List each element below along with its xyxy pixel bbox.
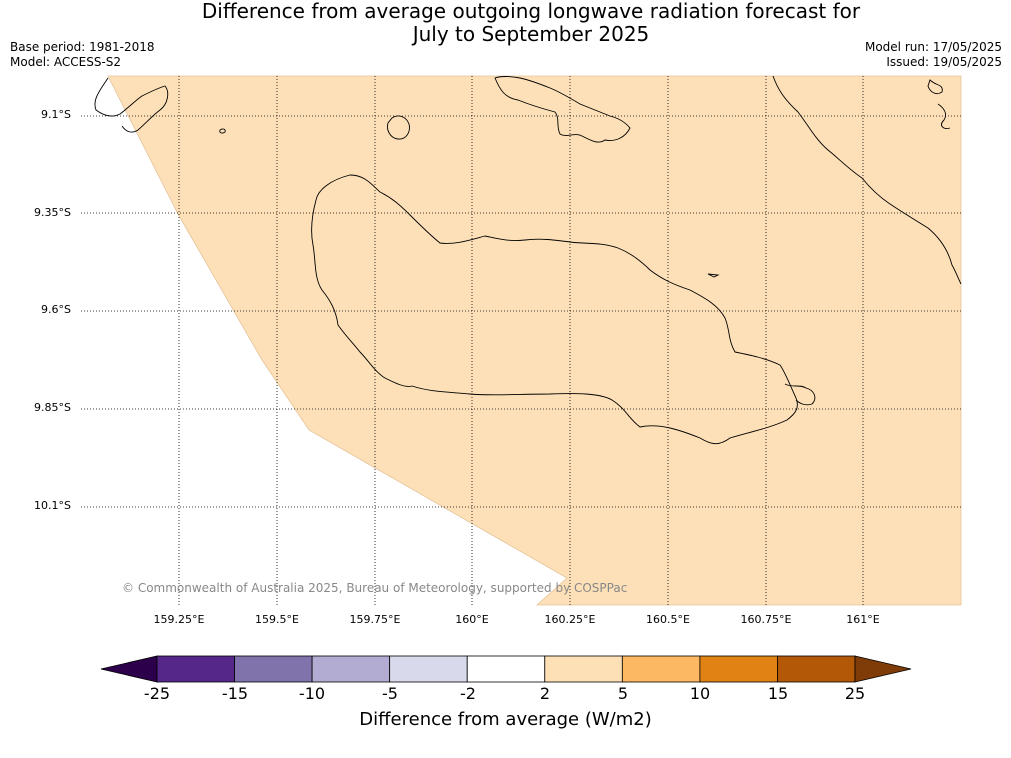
lon-label: 160.75°E: [740, 613, 792, 626]
colorbar-title: Difference from average (W/m2): [359, 709, 652, 730]
colorbar-tick-label: -25: [143, 684, 171, 703]
meta-left: Base period: 1981-2018 Model: ACCESS-S2: [10, 40, 155, 70]
small-islet-coastline: [707, 273, 720, 278]
colorbar-tick-label: 10: [689, 684, 711, 703]
colorbar-segment: [156, 655, 235, 683]
lat-label: 9.1°S: [41, 108, 71, 121]
model-text: Model: ACCESS-S2: [10, 55, 122, 69]
title-line-1: Difference from average outgoing longwav…: [201, 0, 861, 23]
colorbar-tick-label: 15: [767, 684, 789, 703]
colorbar-extend-high: [854, 655, 912, 683]
colorbar-tick-label: -10: [298, 684, 326, 703]
colorbar-segment: [621, 655, 701, 683]
colorbar-segment: [311, 655, 391, 683]
lat-label: 9.85°S: [34, 401, 71, 414]
marau-sound-coastline: [784, 383, 816, 406]
colorbar-segment: [544, 655, 623, 683]
guadalcanal-coastline: [311, 174, 798, 445]
colorbar-segment: [777, 655, 856, 683]
lat-label: 9.35°S: [34, 206, 71, 219]
lon-label: 159.75°E: [349, 613, 401, 626]
colorbar-tick-label: -2: [460, 684, 476, 703]
colorbar-tick-label: 5: [617, 684, 629, 703]
florida-islands-coastline: [494, 76, 631, 143]
model-run-text: Model run: 17/05/2025: [864, 40, 1002, 54]
colorbar: [100, 655, 912, 683]
north-east-island-coastline: [937, 103, 951, 129]
title-line-2: July to September 2025: [412, 22, 650, 46]
lon-label: 160.25°E: [544, 613, 596, 626]
coastlines: [94, 75, 962, 445]
lon-label: 161°E: [846, 613, 880, 626]
colorbar-segment: [234, 655, 313, 683]
map-title: Difference from average outgoing longwav…: [0, 0, 1011, 46]
north-east-island-coastline: [927, 79, 943, 95]
colorbar-segment: [466, 655, 546, 683]
colorbar-tick-label: -15: [221, 684, 249, 703]
colorbar-segment: [389, 655, 468, 683]
copyright-text: © Commonwealth of Australia 2025, Bureau…: [122, 581, 628, 595]
base-period-text: Base period: 1981-2018: [10, 40, 155, 54]
lon-label: 159.5°E: [255, 613, 299, 626]
lat-label: 10.1°S: [34, 499, 71, 512]
issued-text: Issued: 19/05/2025: [886, 55, 1002, 69]
lon-label: 160°E: [455, 613, 489, 626]
colorbar-tick-label: 25: [844, 684, 866, 703]
savo-island-coastline: [387, 115, 410, 140]
forecast-region: [107, 75, 962, 606]
colorbar-segment: [699, 655, 778, 683]
russell-islands-coastline: [94, 77, 169, 133]
graticule: [81, 76, 961, 605]
lon-label: 159.25°E: [153, 613, 205, 626]
lon-label: 160.5°E: [646, 613, 690, 626]
colorbar-extend-low: [100, 655, 158, 683]
malaita-coastline: [772, 75, 962, 285]
lat-label: 9.6°S: [41, 303, 71, 316]
meta-right: Model run: 17/05/2025 Issued: 19/05/2025: [865, 40, 1002, 70]
colorbar-tick-label: 2: [539, 684, 551, 703]
colorbar-tick-label: -5: [382, 684, 398, 703]
small-islet-coastline: [219, 128, 226, 134]
